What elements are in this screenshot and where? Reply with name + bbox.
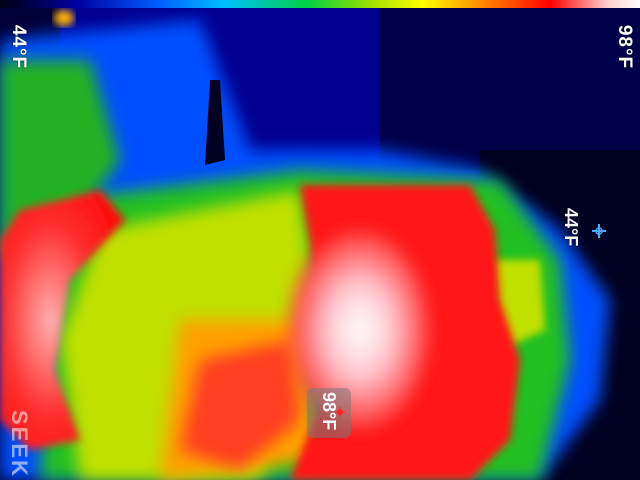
hot-spot-marker: 98°F bbox=[307, 388, 351, 438]
brand-logo: SEEK bbox=[7, 410, 32, 478]
color-palette-bar bbox=[0, 0, 640, 8]
cold-spot-label: 44°F bbox=[561, 208, 581, 247]
scale-max-label: 98°F bbox=[613, 24, 635, 70]
crosshair-icon bbox=[592, 224, 606, 238]
hot-spot-dot-icon bbox=[335, 407, 345, 417]
scale-min-label: 44°F bbox=[8, 24, 30, 70]
